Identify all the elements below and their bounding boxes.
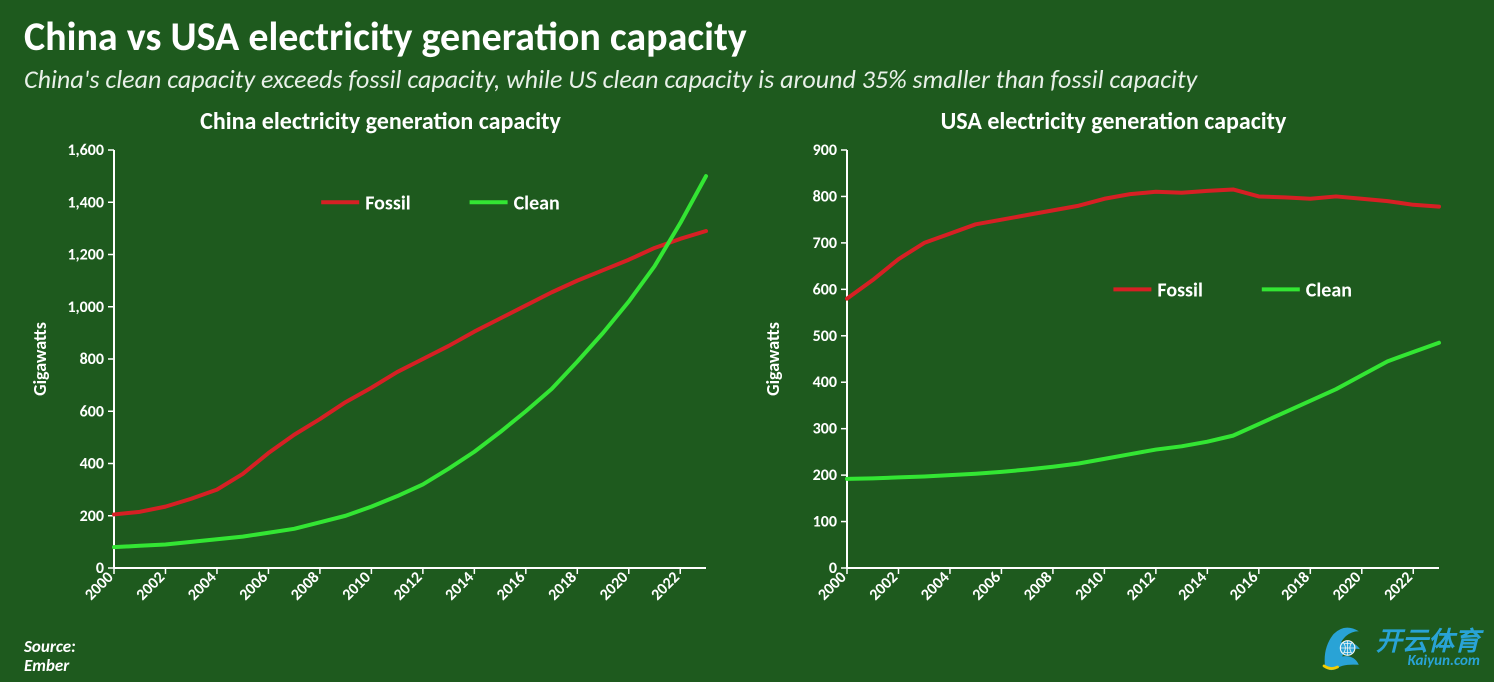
y-tick-label: 1,000	[67, 298, 104, 317]
series-line-clean	[114, 176, 706, 547]
x-tick-label: 2014	[442, 568, 478, 604]
x-tick-label: 2008	[287, 568, 323, 604]
source-label: Source:	[24, 636, 76, 657]
x-tick-label: 2004	[184, 568, 220, 604]
watermark-main: 开云体育	[1376, 628, 1480, 654]
page-root: China vs USA electricity generation capa…	[0, 0, 1494, 682]
y-tick-label: 600	[813, 280, 837, 299]
x-tick-label: 2020	[596, 568, 632, 604]
y-tick-label: 700	[813, 234, 837, 253]
y-tick-label: 900	[813, 141, 837, 160]
y-tick-label: 200	[813, 466, 837, 485]
y-tick-label: 200	[80, 507, 104, 526]
y-tick-label: 500	[813, 327, 837, 346]
x-tick-label: 2014	[1175, 568, 1211, 604]
y-tick-label: 400	[80, 455, 104, 474]
legend-label-fossil: Fossil	[1157, 278, 1202, 302]
y-tick-label: 1,400	[67, 193, 104, 212]
y-tick-label: 600	[80, 402, 104, 421]
x-tick-label: 2000	[814, 568, 850, 604]
series-line-clean	[847, 343, 1439, 479]
watermark-sub: Kaiyun.com	[1408, 654, 1480, 669]
page-subtitle: China's clean capacity exceeds fossil ca…	[24, 63, 1470, 95]
x-tick-label: 2008	[1020, 568, 1056, 604]
x-tick-label: 2018	[544, 568, 580, 604]
x-tick-label: 2016	[1226, 568, 1262, 604]
chart-title-china: China electricity generation capacity	[24, 107, 737, 136]
watermark-logo-icon	[1314, 620, 1370, 676]
x-tick-label: 2016	[493, 568, 529, 604]
y-axis-label: Gigawatts	[29, 322, 51, 396]
x-tick-label: 2012	[390, 568, 426, 604]
x-tick-label: 2004	[917, 568, 953, 604]
y-tick-label: 1,600	[67, 141, 104, 160]
series-line-fossil	[114, 231, 706, 514]
watermark: 开云体育 Kaiyun.com	[1314, 620, 1480, 676]
y-tick-label: 800	[813, 187, 837, 206]
legend-label-fossil: Fossil	[365, 191, 410, 215]
chart-title-usa: USA electricity generation capacity	[757, 107, 1470, 136]
y-axis-label: Gigawatts	[762, 322, 784, 396]
x-tick-label: 2022	[647, 568, 683, 604]
line-chart-china: 02004006008001,0001,2001,4001,6002000200…	[24, 140, 724, 630]
x-tick-label: 2022	[1380, 568, 1416, 604]
x-tick-label: 2006	[236, 568, 272, 604]
line-chart-usa: 0100200300400500600700800900200020022004…	[757, 140, 1457, 630]
charts-row: China electricity generation capacity 02…	[24, 103, 1470, 643]
watermark-text: 开云体育 Kaiyun.com	[1376, 628, 1480, 669]
x-tick-label: 2006	[969, 568, 1005, 604]
legend-label-clean: Clean	[514, 191, 560, 215]
source-credit: Source: Ember	[24, 637, 76, 676]
chart-panel-china: China electricity generation capacity 02…	[24, 103, 737, 643]
x-tick-label: 2020	[1329, 568, 1365, 604]
x-tick-label: 2002	[133, 568, 169, 604]
y-tick-label: 400	[813, 373, 837, 392]
x-tick-label: 2010	[339, 568, 375, 604]
x-tick-label: 2010	[1072, 568, 1108, 604]
y-tick-label: 300	[813, 420, 837, 439]
source-value: Ember	[24, 655, 69, 676]
x-tick-label: 2012	[1123, 568, 1159, 604]
page-title: China vs USA electricity generation capa…	[24, 12, 1470, 61]
y-tick-label: 1,200	[67, 246, 104, 265]
y-tick-label: 100	[813, 513, 837, 532]
x-tick-label: 2002	[866, 568, 902, 604]
chart-panel-usa: USA electricity generation capacity 0100…	[757, 103, 1470, 643]
x-tick-label: 2018	[1277, 568, 1313, 604]
legend-label-clean: Clean	[1306, 278, 1352, 302]
y-tick-label: 800	[80, 350, 104, 369]
x-tick-label: 2000	[81, 568, 117, 604]
